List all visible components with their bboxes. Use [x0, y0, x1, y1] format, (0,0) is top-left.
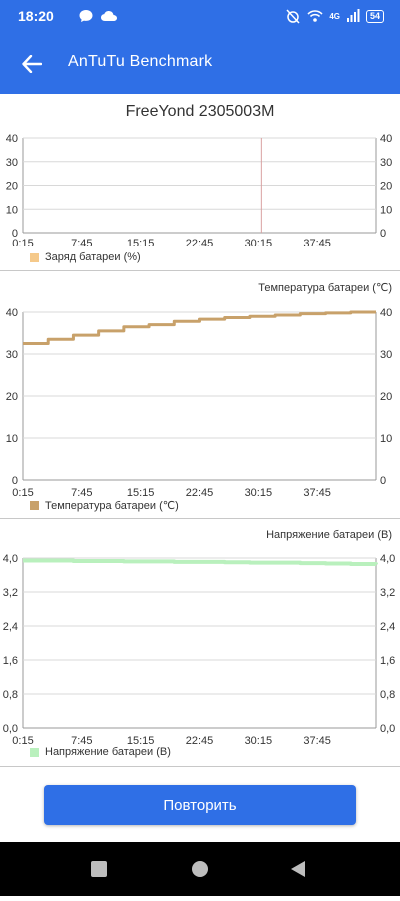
voltage-legend: Напряжение батареи (В) [30, 746, 171, 758]
y-tick-label: 40 [380, 307, 392, 319]
y-tick-label: 20 [380, 181, 392, 193]
y-tick-label: 0,8 [3, 689, 18, 701]
y-tick-label: 2,4 [3, 621, 18, 633]
voltage-chart-canvas: 0,0 0,0 0,8 0,8 1,6 1,6 2,4 2,4 3,2 3,2 4,0 4,0 0:15… [3, 553, 396, 747]
divider [0, 766, 400, 767]
device-name: FreeYond 2305003M [125, 103, 275, 120]
y-tick-label: 40 [6, 133, 18, 145]
network-type-label: 4G [329, 11, 340, 21]
y-tick-label: 0 [12, 228, 18, 240]
app-bar: AnTuTu Benchmark [0, 34, 400, 94]
y-tick-label: 10 [6, 433, 18, 445]
temperature-legend: Температура батареи (℃) [30, 499, 179, 512]
voltage-chart: 0,0 0,0 0,8 0,8 1,6 1,6 2,4 2,4 3,2 3,2 4,0 4,0 0:15… [0, 544, 400, 749]
battery-level-legend-label: Заряд батареи (%) [45, 251, 141, 263]
divider [0, 518, 400, 519]
battery-level-chart-canvas: 0 0 10 10 20 20 30 30 40 40 0:15 7:45 15:15 22:45 30:1… [6, 133, 393, 250]
y-tick-label: 30 [380, 349, 392, 361]
temperature-chart-canvas: 0 0 10 10 20 20 30 30 40 40 0:15 7:45 15:15 22:45 30:1… [6, 307, 393, 499]
wifi-icon [307, 10, 323, 22]
temperature-legend-label: Температура батареи (℃) [45, 500, 179, 512]
voltage-legend-swatch [30, 747, 39, 757]
y-tick-label: 0,0 [380, 723, 395, 735]
x-tick-label: 30:15 [245, 238, 273, 246]
x-tick-label: 7:45 [71, 735, 92, 747]
x-tick-label: 0:15 [12, 238, 33, 246]
temperature-chart: 0 0 10 10 20 20 30 30 40 40 0:15 7:45 15:15 22:45 30:1… [0, 300, 400, 500]
temperature-chart-title: Температура батареи (℃) [258, 282, 392, 294]
battery-level-legend: Заряд батареи (%) [30, 251, 141, 263]
x-tick-label: 22:45 [186, 735, 214, 747]
home-button[interactable] [192, 861, 208, 877]
x-tick-label: 37:45 [303, 487, 331, 499]
y-tick-label: 4,0 [3, 553, 18, 565]
system-icons: 4G 54 [285, 8, 384, 24]
y-tick-label: 2,4 [380, 621, 395, 633]
battery-icon: 54 [365, 9, 384, 23]
app-title: AnTuTu Benchmark [68, 53, 213, 70]
y-tick-label: 20 [380, 391, 392, 403]
x-tick-label: 0:15 [12, 735, 33, 747]
voltage-legend-label: Напряжение батареи (В) [45, 746, 171, 758]
series-line [23, 310, 376, 345]
voltage-chart-title: Напряжение батареи (В) [266, 529, 392, 541]
y-tick-label: 30 [6, 157, 18, 169]
y-tick-label: 4,0 [380, 553, 395, 565]
chat-bubble-icon [79, 10, 93, 22]
y-tick-label: 1,6 [380, 655, 395, 667]
x-tick-label: 37:45 [303, 735, 331, 747]
temperature-legend-swatch [30, 501, 39, 510]
x-tick-label: 22:45 [186, 487, 214, 499]
y-tick-label: 20 [6, 391, 18, 403]
back-button[interactable] [16, 48, 48, 80]
y-tick-label: 40 [380, 133, 392, 145]
y-tick-label: 1,6 [3, 655, 18, 667]
navigation-bar [0, 842, 400, 896]
x-tick-label: 7:45 [71, 487, 92, 499]
y-tick-label: 10 [380, 204, 392, 216]
y-tick-label: 3,2 [380, 587, 395, 599]
y-tick-label: 30 [6, 349, 18, 361]
y-tick-label: 10 [380, 433, 392, 445]
divider [0, 270, 400, 271]
signal-icon [346, 9, 360, 22]
y-tick-label: 10 [6, 204, 18, 216]
recent-apps-button[interactable] [91, 861, 107, 877]
y-tick-label: 20 [6, 181, 18, 193]
x-tick-label: 37:45 [303, 238, 331, 246]
x-tick-label: 30:15 [245, 487, 273, 499]
notification-icons [78, 8, 118, 24]
arrow-left-icon [22, 55, 42, 73]
y-tick-label: 0 [380, 475, 386, 487]
y-tick-label: 0,0 [3, 723, 18, 735]
back-nav-button[interactable] [291, 861, 305, 877]
alarm-off-icon [286, 9, 300, 24]
x-tick-label: 15:15 [127, 735, 155, 747]
x-tick-label: 7:45 [71, 238, 92, 246]
y-tick-label: 40 [6, 307, 18, 319]
y-tick-label: 3,2 [3, 587, 18, 599]
x-tick-label: 15:15 [127, 487, 155, 499]
retry-button[interactable]: Повторить [44, 785, 356, 825]
series-line [23, 558, 378, 566]
navigation-buttons [91, 861, 305, 877]
status-bar: 18:20 4G 54 [0, 0, 400, 34]
y-tick-label: 0 [12, 475, 18, 487]
x-tick-label: 0:15 [12, 487, 33, 499]
status-time: 18:20 [18, 8, 54, 24]
y-tick-label: 0 [380, 228, 386, 240]
battery-level-legend-swatch [30, 252, 39, 262]
x-tick-label: 22:45 [186, 238, 214, 246]
x-tick-label: 15:15 [127, 238, 155, 246]
battery-level-chart: 0 0 10 10 20 20 30 30 40 40 0:15 7:45 15:15 22:45 30:1… [0, 126, 400, 250]
y-tick-label: 0,8 [380, 689, 395, 701]
y-tick-label: 30 [380, 157, 392, 169]
x-tick-label: 30:15 [245, 735, 273, 747]
cloud-icon [101, 11, 117, 21]
